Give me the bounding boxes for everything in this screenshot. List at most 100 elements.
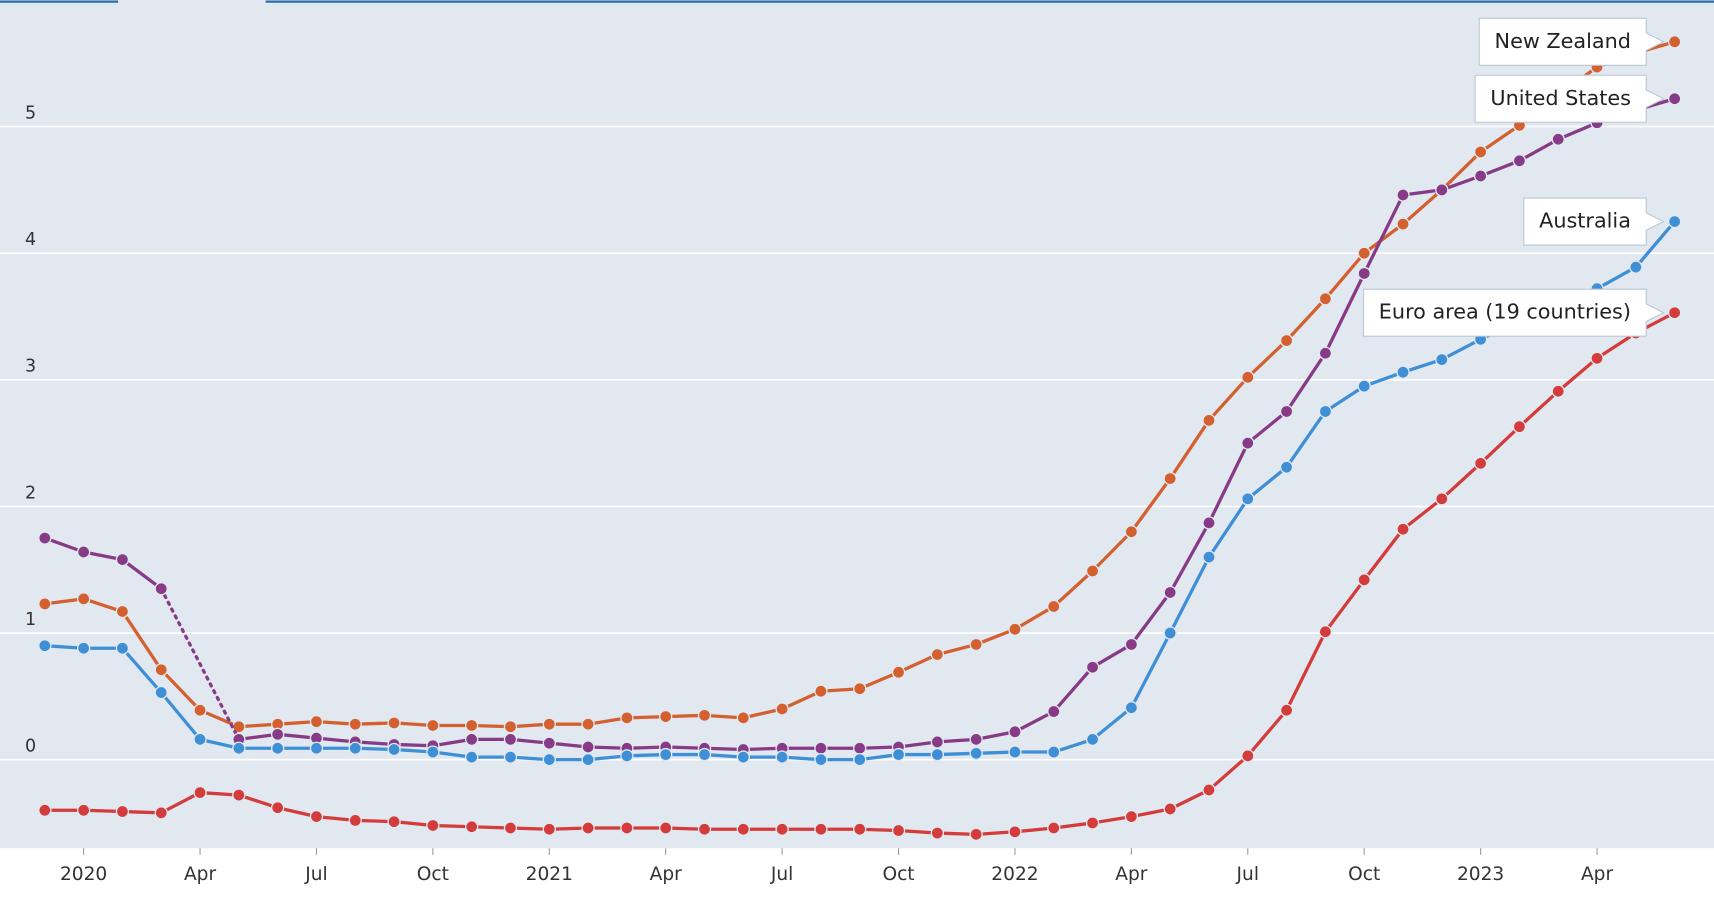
x-tick-label: Jul bbox=[770, 864, 793, 885]
data-point bbox=[1512, 419, 1527, 434]
data-point bbox=[659, 709, 673, 724]
y-tick-label: 3 bbox=[25, 357, 36, 377]
data-point bbox=[581, 821, 595, 835]
data-point bbox=[1163, 471, 1177, 486]
data-point bbox=[1124, 809, 1139, 824]
data-point bbox=[1551, 132, 1565, 146]
data-point bbox=[620, 821, 634, 835]
data-point bbox=[1241, 492, 1255, 506]
data-point bbox=[503, 750, 518, 764]
x-tick-label: Jul bbox=[1236, 864, 1259, 885]
data-point bbox=[1473, 145, 1488, 159]
data-point bbox=[115, 641, 130, 655]
data-point bbox=[659, 747, 673, 762]
data-point bbox=[1435, 183, 1449, 197]
data-point bbox=[930, 747, 945, 762]
data-point bbox=[503, 720, 518, 734]
data-point bbox=[154, 685, 168, 700]
callout-box bbox=[1523, 197, 1665, 246]
data-point bbox=[736, 750, 750, 764]
data-point bbox=[1279, 460, 1294, 474]
data-point bbox=[309, 714, 324, 729]
data-point bbox=[1551, 384, 1565, 398]
data-point bbox=[76, 545, 91, 559]
data-point bbox=[581, 752, 595, 767]
data-point bbox=[1241, 749, 1255, 763]
data-point bbox=[1085, 732, 1100, 747]
data-point bbox=[387, 742, 401, 757]
data-point bbox=[503, 821, 518, 835]
data-point bbox=[697, 708, 712, 722]
gap-connector bbox=[159, 587, 241, 742]
data-point bbox=[775, 822, 789, 836]
data-point bbox=[387, 716, 401, 730]
data-point bbox=[814, 822, 828, 836]
data-point bbox=[1279, 703, 1294, 717]
data-point bbox=[853, 682, 867, 696]
data-point bbox=[775, 702, 789, 716]
data-point bbox=[620, 749, 634, 763]
data-point bbox=[1008, 725, 1022, 739]
data-point bbox=[38, 639, 52, 653]
data-point bbox=[969, 746, 983, 760]
data-point bbox=[1318, 292, 1333, 306]
data-point bbox=[775, 750, 789, 764]
data-point bbox=[154, 806, 168, 820]
data-point bbox=[270, 727, 285, 741]
data-point bbox=[309, 809, 324, 824]
data-point bbox=[1318, 404, 1333, 419]
data-point bbox=[38, 531, 52, 545]
callout-box bbox=[1474, 74, 1665, 123]
data-point bbox=[620, 711, 634, 725]
data-point bbox=[465, 820, 479, 834]
data-point bbox=[542, 822, 556, 836]
legend-label: United States bbox=[1490, 86, 1631, 110]
callout-box bbox=[1478, 17, 1665, 66]
data-point bbox=[76, 592, 91, 606]
series-callout: Euro area (19 countries) bbox=[1362, 288, 1665, 337]
y-tick-label: 0 bbox=[25, 737, 36, 757]
data-point bbox=[1473, 456, 1488, 471]
data-point bbox=[930, 826, 945, 840]
data-point bbox=[853, 752, 867, 767]
x-axis: 2020 Apr Jul Oct 2021 Apr Jul Oct 2022 Apr Jul Oct 2… bbox=[60, 848, 1613, 885]
plot-background bbox=[0, 0, 1714, 849]
data-point bbox=[426, 818, 440, 833]
data-point bbox=[270, 741, 285, 755]
x-tick-label: Oct bbox=[882, 864, 914, 885]
data-point bbox=[1047, 704, 1061, 719]
data-point bbox=[1279, 333, 1294, 348]
data-point bbox=[387, 815, 401, 829]
data-point bbox=[465, 718, 479, 733]
data-point bbox=[1318, 346, 1333, 360]
y-tick-label: 2 bbox=[25, 483, 36, 503]
data-point bbox=[193, 785, 207, 800]
data-point bbox=[930, 647, 945, 662]
data-point bbox=[1357, 246, 1371, 260]
y-tick-label: 5 bbox=[25, 103, 36, 123]
x-tick-label: Apr bbox=[1115, 864, 1148, 885]
data-point bbox=[542, 752, 556, 767]
data-point bbox=[38, 597, 52, 611]
x-tick-label: Jul bbox=[304, 864, 327, 885]
x-tick-label: 2022 bbox=[991, 864, 1038, 885]
data-point bbox=[891, 747, 906, 762]
data-point bbox=[1241, 436, 1255, 450]
data-point bbox=[1396, 522, 1410, 536]
data-point bbox=[348, 717, 362, 731]
data-point bbox=[1318, 625, 1333, 639]
data-point bbox=[1047, 599, 1061, 614]
data-point bbox=[814, 752, 828, 767]
data-point bbox=[76, 803, 91, 817]
data-point bbox=[1435, 492, 1449, 506]
data-point bbox=[154, 582, 168, 596]
x-tick-label: Oct bbox=[1348, 864, 1380, 885]
data-point bbox=[1629, 260, 1643, 274]
series-callout: Australia bbox=[1523, 197, 1665, 246]
data-point bbox=[1396, 365, 1410, 379]
data-point bbox=[1008, 622, 1022, 636]
legend-label: Australia bbox=[1539, 209, 1631, 233]
data-point bbox=[891, 823, 906, 838]
